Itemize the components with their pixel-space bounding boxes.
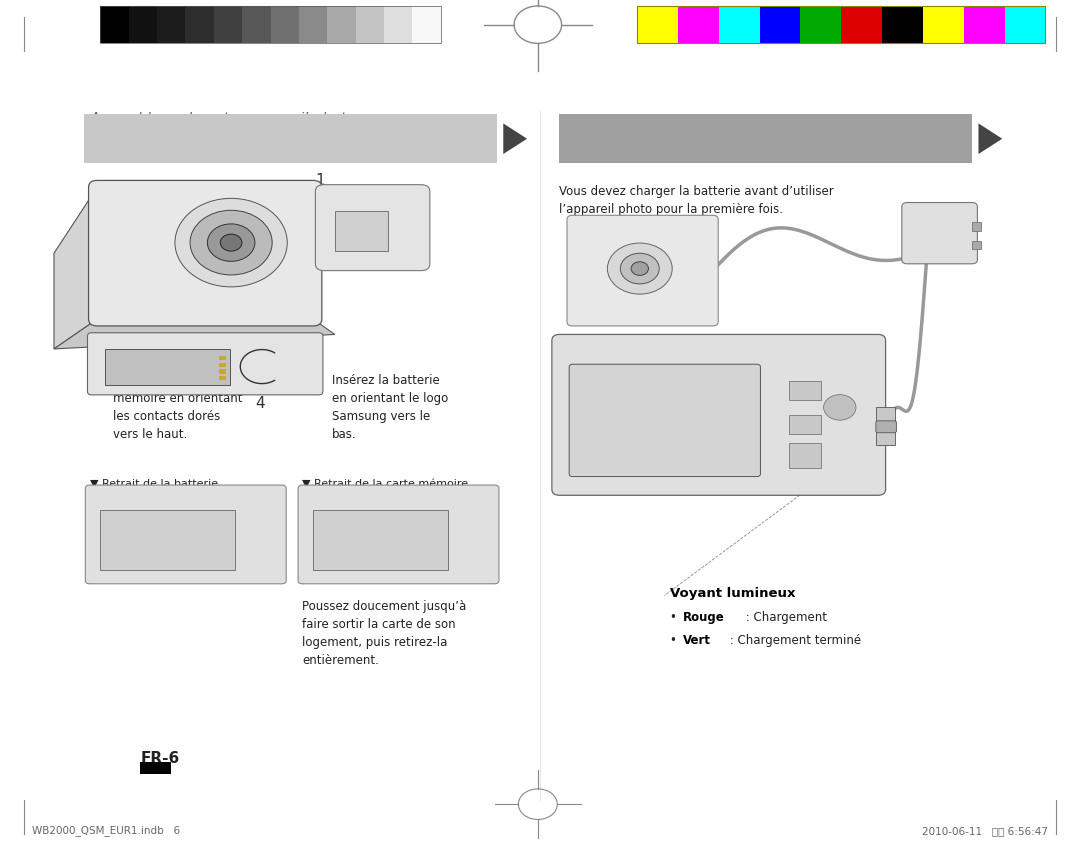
Text: ▼ Retrait de la carte mémoire: ▼ Retrait de la carte mémoire (302, 478, 469, 488)
Circle shape (620, 254, 659, 284)
Bar (384, 6, 413, 43)
Polygon shape (978, 123, 1002, 154)
Circle shape (631, 262, 648, 276)
Bar (327, 6, 355, 43)
Circle shape (190, 210, 272, 275)
Bar (963, 6, 1004, 43)
Bar (759, 6, 800, 43)
Bar (214, 6, 242, 43)
Bar (788, 415, 821, 434)
Text: 2010-06-11   오후 6:56:47: 2010-06-11 오후 6:56:47 (921, 825, 1048, 836)
Text: 2: 2 (90, 374, 99, 390)
Text: Poussez doucement jusqu’à
faire sortir la carte de son
logement, puis retirez-la: Poussez doucement jusqu’à faire sortir l… (302, 600, 467, 667)
Text: Rouge: Rouge (683, 611, 725, 624)
Circle shape (220, 234, 242, 251)
Bar (882, 6, 923, 43)
Bar (218, 376, 227, 380)
Bar (313, 511, 448, 570)
Circle shape (824, 395, 856, 420)
Bar (923, 6, 963, 43)
Bar (637, 6, 1045, 43)
Bar (100, 511, 235, 570)
Polygon shape (503, 123, 527, 154)
Text: 4: 4 (255, 396, 265, 411)
FancyBboxPatch shape (567, 215, 718, 326)
Polygon shape (54, 187, 97, 349)
FancyBboxPatch shape (315, 185, 430, 271)
Bar (841, 6, 882, 43)
Bar (413, 6, 441, 43)
FancyBboxPatch shape (552, 334, 886, 495)
FancyBboxPatch shape (876, 421, 896, 432)
Text: Insérez la batterie
en orientant le logo
Samsung vers le
bas.: Insérez la batterie en orientant le logo… (332, 374, 448, 442)
Text: Vert: Vert (683, 634, 711, 647)
Text: ▼ Retrait de la batterie: ▼ Retrait de la batterie (90, 478, 218, 488)
Bar (678, 6, 719, 43)
Circle shape (175, 198, 287, 287)
Bar (355, 6, 384, 43)
Bar (218, 363, 227, 367)
Text: Insertion de la batterie et de la carte
mémoire: Insertion de la batterie et de la carte … (97, 121, 376, 151)
Bar (218, 369, 227, 374)
Bar (719, 6, 759, 43)
FancyBboxPatch shape (85, 485, 286, 584)
Bar (972, 241, 981, 249)
FancyBboxPatch shape (87, 333, 323, 395)
Bar (100, 6, 129, 43)
Bar (186, 6, 214, 43)
Bar (218, 356, 227, 360)
Bar (242, 6, 270, 43)
FancyBboxPatch shape (569, 364, 760, 477)
Bar (788, 381, 821, 400)
Text: 3: 3 (308, 374, 318, 390)
Polygon shape (54, 319, 335, 349)
Bar (637, 6, 678, 43)
Bar (299, 6, 327, 43)
Bar (129, 6, 158, 43)
Text: FR-6: FR-6 (140, 751, 179, 766)
Text: Assemblage de votre appareil photo: Assemblage de votre appareil photo (90, 112, 356, 128)
Bar (335, 211, 389, 251)
Text: : Chargement terminé: : Chargement terminé (726, 634, 861, 647)
Text: •: • (670, 611, 680, 624)
Circle shape (207, 224, 255, 261)
Text: Vous devez charger la batterie avant d’utiliser
l’appareil photo pour la premièr: Vous devez charger la batterie avant d’u… (559, 185, 834, 215)
Bar (270, 6, 299, 43)
FancyBboxPatch shape (298, 485, 499, 584)
Text: WB2000_QSM_EUR1.indb   6: WB2000_QSM_EUR1.indb 6 (32, 825, 180, 836)
Bar (800, 6, 841, 43)
Text: : Chargement: : Chargement (742, 611, 827, 624)
Circle shape (607, 243, 672, 294)
Bar (105, 349, 230, 385)
Bar (788, 443, 821, 468)
FancyBboxPatch shape (89, 180, 322, 326)
Bar (1004, 6, 1045, 43)
Text: Insérez une carte
mémoire en orientant
les contacts dorés
vers le haut.: Insérez une carte mémoire en orientant l… (113, 374, 243, 442)
Bar (559, 114, 972, 163)
Bar (972, 222, 981, 231)
Text: Voyant lumineux: Voyant lumineux (670, 587, 795, 600)
Text: 1: 1 (315, 173, 325, 188)
Bar (140, 762, 171, 774)
Bar (84, 114, 497, 163)
Text: Chargement de la batterie: Chargement de la batterie (572, 132, 780, 146)
Bar (876, 408, 895, 445)
Bar (100, 6, 441, 43)
Bar (158, 6, 186, 43)
FancyBboxPatch shape (902, 203, 977, 264)
Text: •: • (670, 634, 680, 647)
